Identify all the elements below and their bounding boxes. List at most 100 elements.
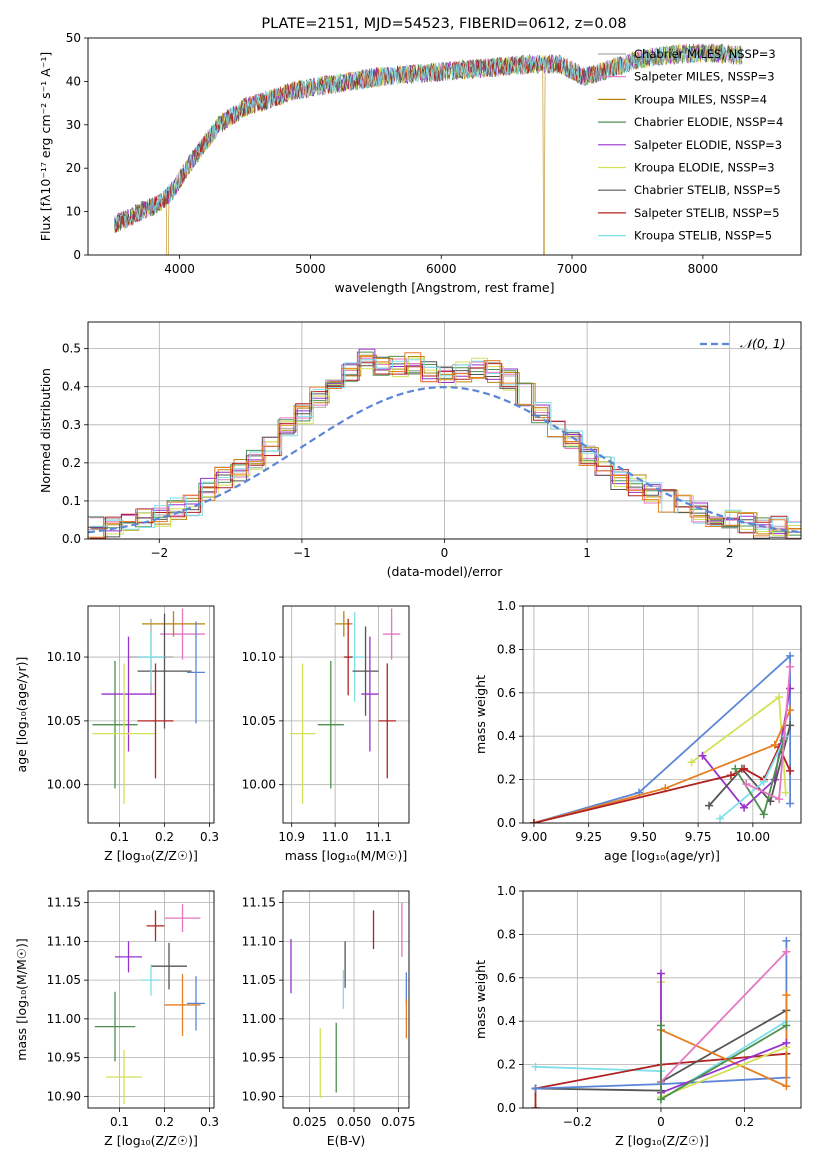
axes-frame xyxy=(87,605,215,824)
x-tick-label: 9.75 xyxy=(685,830,712,844)
y-tick-label: 0.5 xyxy=(62,342,81,356)
axes-frame xyxy=(87,321,802,540)
panel-spectrum: 4000 5000 6000 7000 8000 0 10 20 30 40 50 Chabrier … xyxy=(38,31,802,295)
x-axis-label: (data-model)/error xyxy=(387,564,504,579)
data-point-marker xyxy=(786,662,795,671)
y-tick-label: 1.0 xyxy=(497,599,516,613)
data-point-marker xyxy=(740,764,749,773)
y-tick-label: 10.90 xyxy=(47,1089,81,1103)
histogram-step xyxy=(88,352,801,538)
x-tick-label: 0.3 xyxy=(200,830,219,844)
x-axis-label: Z [log₁₀(Z/Z☉)] xyxy=(104,848,198,863)
x-tick-label: 0.1 xyxy=(110,1115,129,1129)
legend-entry: Kroupa STELIB, NSSP=5 xyxy=(634,229,772,243)
x-axis-label: Z [log₁₀(Z/Z☉)] xyxy=(615,1133,709,1148)
x-tick-label: 9.50 xyxy=(630,830,657,844)
data-point-marker xyxy=(786,721,795,730)
y-tick-label: 11.10 xyxy=(242,934,276,948)
panel-mass-vs-Z: 0.1 0.2 0.3 10.90 10.95 11.00 11.05 11.10 11.15 Z… xyxy=(14,890,219,1148)
histogram-step xyxy=(89,362,801,539)
data-point-marker xyxy=(531,1062,540,1071)
y-tick-label: 50 xyxy=(66,31,81,45)
data-point-marker xyxy=(782,1021,791,1030)
data-point-marker xyxy=(656,969,665,978)
y-tick-label: 1.0 xyxy=(497,884,516,898)
weight-series-line xyxy=(660,982,787,1099)
y-tick-label: 0.2 xyxy=(497,773,516,787)
y-axis-label: mass [log₁₀(M/M☉)] xyxy=(14,938,29,1060)
data-point-marker xyxy=(742,779,751,788)
x-tick-label: 8000 xyxy=(688,262,719,276)
x-tick-label: 6000 xyxy=(426,262,457,276)
y-axis-label: mass weight xyxy=(473,960,488,1039)
x-axis-label: E(B-V) xyxy=(327,1133,366,1148)
y-tick-label: 40 xyxy=(66,74,81,88)
y-tick-label: 0.8 xyxy=(497,927,516,941)
y-axis-label: mass weight xyxy=(473,675,488,754)
y-tick-label: 0.8 xyxy=(497,642,516,656)
x-tick-label: 0 xyxy=(657,1115,665,1129)
y-tick-label: 0 xyxy=(73,248,81,262)
data-point-marker xyxy=(775,693,784,702)
y-tick-label: 0.6 xyxy=(497,686,516,700)
y-tick-label: 0.4 xyxy=(62,380,81,394)
y-tick-label: 10.95 xyxy=(47,1051,81,1065)
panel-mass-vs-EBV: 0.025 0.050 0.075 10.90 10.95 11.00 11.05 11.10… xyxy=(242,890,416,1148)
y-tick-label: 0.4 xyxy=(497,729,516,743)
x-tick-label: 0.025 xyxy=(292,1115,326,1129)
weight-series-line xyxy=(708,725,791,807)
plot-area xyxy=(531,936,791,1108)
data-point-marker xyxy=(782,1082,791,1091)
y-axis-label: age [log₁₀(age/yr)] xyxy=(14,657,29,773)
data-point-marker xyxy=(531,1104,540,1108)
weight-series-line xyxy=(660,951,788,1083)
data-point-marker xyxy=(782,947,791,956)
legend-entry: Chabrier STELIB, NSSP=5 xyxy=(634,183,781,197)
x-tick-label: 10.9 xyxy=(278,830,305,844)
x-tick-label: 0.1 xyxy=(110,830,129,844)
x-tick-label: 9.00 xyxy=(521,830,548,844)
legend-entry: Chabrier MILES, NSSP=3 xyxy=(634,47,776,61)
x-tick-label: 0 xyxy=(441,546,449,560)
y-tick-label: 0.4 xyxy=(497,1014,516,1028)
plot-area xyxy=(94,904,205,1105)
data-point-marker xyxy=(656,1021,665,1030)
y-tick-label: 10.90 xyxy=(242,1089,276,1103)
panel-age-vs-mass: 10.9 11.0 11.1 10.00 10.05 10.10 mass [log₁₀(M… xyxy=(242,605,410,863)
data-point-marker xyxy=(782,991,791,1000)
data-point-marker xyxy=(781,732,790,741)
data-point-marker xyxy=(726,771,735,780)
data-point-marker xyxy=(716,814,725,823)
weight-series-line xyxy=(701,688,791,810)
y-tick-label: 10.95 xyxy=(242,1051,276,1065)
normal-curve xyxy=(88,385,801,534)
y-tick-label: 11.05 xyxy=(47,973,81,987)
y-tick-label: 0.6 xyxy=(497,971,516,985)
axes-frame xyxy=(87,37,802,256)
y-tick-label: 10.00 xyxy=(47,778,81,792)
plot-area xyxy=(289,608,401,804)
y-tick-label: 10.10 xyxy=(242,650,276,664)
y-tick-label: 0.2 xyxy=(62,456,81,470)
data-point-marker xyxy=(759,777,768,786)
y-tick-label: 30 xyxy=(66,118,81,132)
data-point-marker xyxy=(698,751,707,760)
data-point-marker xyxy=(786,684,795,693)
legend-entry: Salpeter MILES, NSSP=3 xyxy=(634,70,775,84)
histogram-step xyxy=(91,357,801,539)
panel-residuals: −2 −1 0 1 2 0.0 0.1 0.2 0.3 0.4 0.5 𝒩(0, 1) (data-mo… xyxy=(38,321,802,579)
x-tick-label: 11.0 xyxy=(322,830,349,844)
y-tick-label: 10.05 xyxy=(47,714,81,728)
y-tick-label: 0.2 xyxy=(497,1058,516,1072)
legend-entry: Kroupa MILES, NSSP=4 xyxy=(634,92,767,106)
data-point-marker xyxy=(782,936,791,945)
data-point-marker xyxy=(529,819,538,823)
y-tick-label: 11.00 xyxy=(242,1012,276,1026)
data-point-marker xyxy=(531,1084,540,1093)
x-tick-label: 2 xyxy=(726,546,734,560)
y-tick-label: 11.00 xyxy=(47,1012,81,1026)
axes-frame xyxy=(282,605,410,824)
axes-frame xyxy=(522,605,802,824)
data-point-marker xyxy=(656,1095,665,1104)
plot-area xyxy=(290,902,407,1098)
